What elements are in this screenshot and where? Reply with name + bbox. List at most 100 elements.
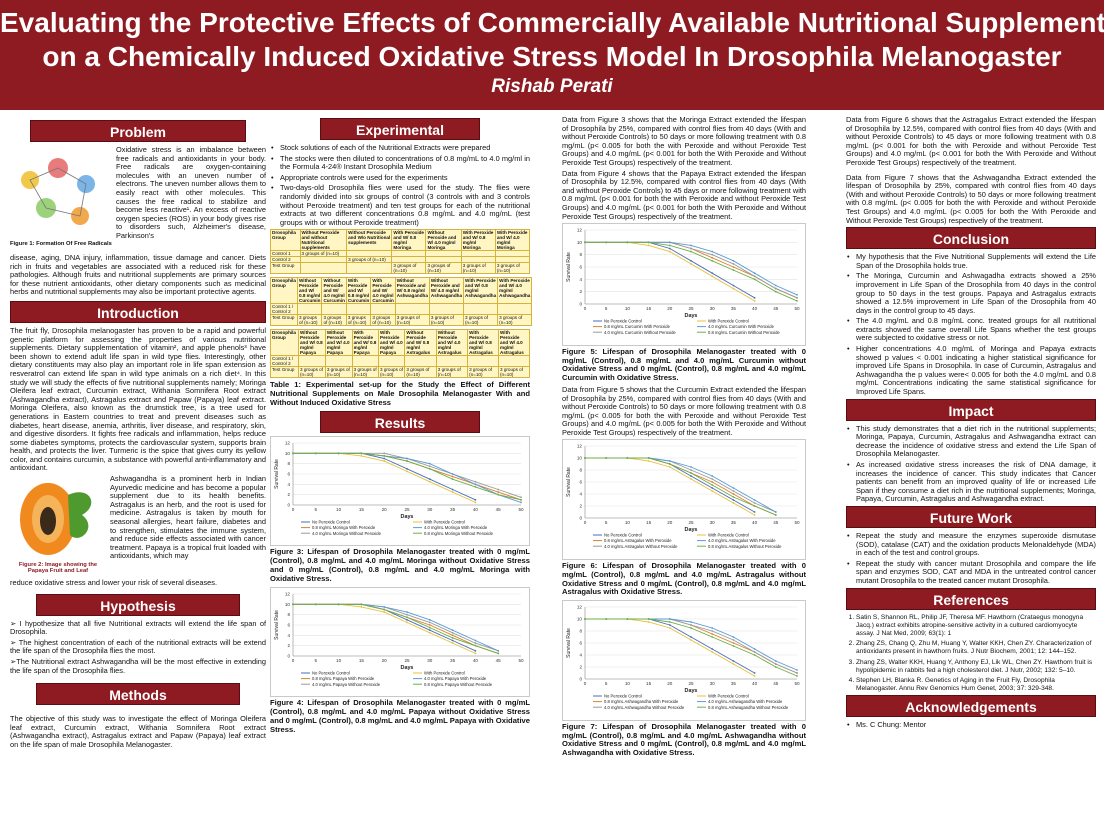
table-papaya-astragalus-cell: Without Peroxide and W/ 4.0 mg/ml Astrag…	[435, 329, 469, 357]
column-4: Data from Figure 6 shows that the Astrag…	[846, 115, 1096, 732]
table-papaya-astragalus-cell: 3 groups of (n=10)	[498, 366, 530, 379]
methods-heading: Methods	[36, 683, 240, 706]
data-point	[711, 481, 714, 484]
data-point	[451, 628, 454, 631]
data-point	[796, 300, 798, 302]
y-tick-label: 4	[579, 277, 582, 282]
y-tick-label: 2	[579, 289, 582, 294]
x-tick-label: 50	[518, 658, 524, 663]
data-point	[383, 610, 386, 613]
conclusion-item: The Moringa, Curcumin and Ashwagadha ext…	[846, 272, 1096, 315]
table-moringa-row: Drosophila Group Without Peroxide and wit…	[270, 229, 531, 252]
table-papaya-astragalus-cell: 3 groups of (n=10)	[467, 366, 500, 379]
table-1-caption: Table 1: Experimental set-up for the Stu…	[270, 380, 530, 407]
x-tick-label: 40	[473, 507, 479, 512]
table-curcumin-ashwagandha-cell: With Peroxide and W/ 4.0 mg/ml Ashwagand…	[497, 277, 533, 305]
x-tick-label: 25	[688, 681, 694, 686]
x-tick-label: 0	[292, 658, 295, 663]
data-point	[497, 488, 500, 491]
acknowledgements-heading: Acknowledgements	[846, 695, 1096, 718]
table-moringa-cell: Without Peroxide and without Nutritional…	[299, 229, 348, 252]
y-tick-label: 4	[579, 653, 582, 658]
impact-item: This study demonstrates that a diet rich…	[846, 424, 1096, 459]
table-moringa-cell: With Peroxide and W/ 0.8 mg/ml Moringa	[460, 229, 496, 252]
data-point	[753, 300, 756, 302]
y-tick-label: 8	[287, 461, 290, 466]
data-point	[314, 602, 317, 605]
data-point	[647, 241, 650, 244]
data-point	[690, 469, 692, 472]
y-tick-label: 8	[287, 612, 290, 617]
data-point	[605, 457, 608, 460]
data-point	[732, 493, 735, 496]
y-tick-label: 10	[577, 240, 583, 245]
data-point	[647, 460, 650, 463]
y-tick-label: 2	[579, 504, 582, 509]
data-point	[711, 487, 714, 490]
data-point	[753, 511, 756, 514]
x-tick-label: 45	[496, 507, 502, 512]
reference-item: Zhang ZS, Chang Q, Zhu M, Huang Y, Walte…	[856, 640, 1096, 656]
experimental-bullets: Stock solutions of each of the Nutrition…	[270, 143, 530, 227]
data-point	[668, 250, 671, 253]
table-curcumin-ashwagandha-cell: With Peroxide and W/ 0.8 mg/ml Ashwagand…	[463, 277, 499, 305]
data-point	[668, 463, 671, 466]
data-point	[753, 514, 756, 517]
x-tick-label: 5	[605, 520, 608, 525]
legend-entry: 0.8 mg/mL Astragalus Without Peroxide	[708, 544, 782, 549]
data-point	[753, 499, 756, 502]
data-point	[451, 490, 454, 493]
data-point	[753, 502, 756, 505]
table-papaya-astragalus-cell: Without Peroxide and W/ 0.8 mg/ml Papaya	[298, 329, 326, 357]
data-point	[451, 472, 454, 475]
data-point	[428, 467, 431, 470]
x-tick-label: 15	[646, 306, 652, 311]
x-tick-label: 50	[518, 507, 524, 512]
future-work-item: Repeat the study and measure the enzymes…	[846, 531, 1096, 558]
table-moringa-cell: Test Group	[270, 262, 301, 275]
y-tick-label: 12	[577, 228, 583, 233]
data-point	[428, 628, 431, 631]
x-tick-label: 5	[315, 507, 318, 512]
table-moringa-cell: 3 groups of (n=10)	[346, 256, 393, 264]
conclusion-item: My hypothesis that the Five Nutritional …	[846, 252, 1096, 270]
y-tick-label: 6	[579, 480, 582, 485]
data-point	[474, 639, 477, 641]
legend-entry: 0.8 mg/mL Ashwagandha With Peroxide	[604, 699, 679, 704]
series-line	[585, 618, 755, 674]
hypothesis-item: ➢The Nutritional extract Ashwagandha wil…	[10, 657, 266, 675]
figure-4-chart: 0 2 4 6 8 10 12 0 5 10 15 20 25 30 35 40 45 50 Days Surviva…	[270, 586, 530, 698]
table-curcumin-ashwagandha-cell	[370, 303, 396, 316]
y-axis-label: Survival Rate	[274, 459, 280, 489]
reference-item: Satin S, Shannon RL, Philip JF, Theresa …	[856, 614, 1096, 639]
data-point	[711, 256, 714, 259]
table-curcumin-ashwagandha-cell: 3 groups of (n=10)	[345, 314, 372, 327]
series-line	[585, 241, 798, 299]
table-curcumin-ashwagandha-cell: With Peroxide and W/ 0.8 mg/ml Curcumin	[345, 277, 372, 305]
legend-entry: 0.8 mg/mL Moringa With Peroxide	[312, 525, 376, 530]
data-point	[732, 636, 735, 639]
x-tick-label: 35	[731, 681, 737, 686]
data-point	[406, 621, 408, 623]
legend-entry: 0.8 mg/mL Papaya With Peroxide	[312, 676, 375, 681]
table-papaya-astragalus-row: Test Group 3 groups of (n=10) 3 groups of …	[270, 366, 530, 379]
data-point	[732, 645, 735, 648]
results-heading: Results	[320, 410, 480, 433]
data-point	[451, 636, 454, 639]
table-papaya-astragalus-cell: 3 groups of (n=10)	[435, 366, 469, 379]
impact-heading: Impact	[846, 398, 1096, 421]
data-point	[711, 275, 714, 278]
y-tick-label: 6	[579, 641, 582, 646]
data-point	[732, 660, 735, 663]
data-point	[711, 478, 714, 481]
legend-entry: 4.0 mg/mL Papaya With Peroxide	[424, 676, 487, 681]
table-papaya-astragalus-cell: Without Peroxide and W/ 4.0 mg/ml Papaya	[324, 329, 353, 357]
free-radical-illustration	[21, 158, 95, 225]
data-point	[497, 649, 500, 652]
legend-entry: 4.0 mg/mL Moringa With Peroxide	[424, 525, 488, 530]
data-point	[796, 293, 798, 296]
data-point	[428, 626, 431, 628]
table-curcumin-ashwagandha-cell: 3 groups of (n=10)	[428, 314, 465, 327]
data-point	[668, 627, 671, 630]
data-point	[711, 490, 714, 493]
